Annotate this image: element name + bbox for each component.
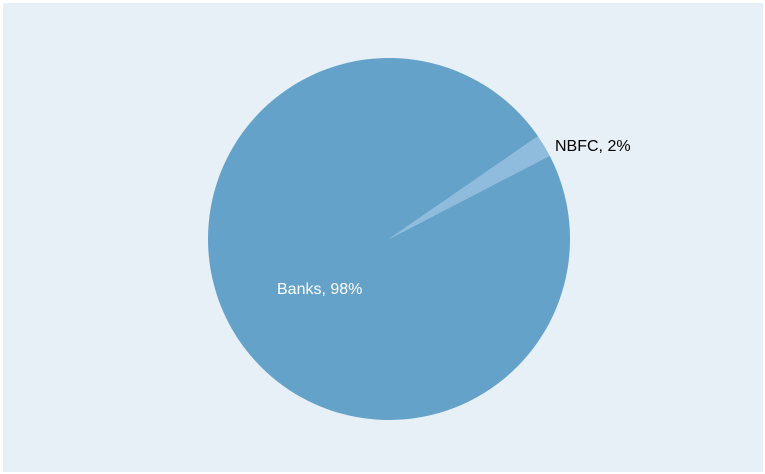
pie-slice-banks — [208, 58, 571, 421]
slice-label-nbfc: NBFC, 2% — [555, 138, 631, 155]
pie-slice-nbfc — [389, 136, 550, 239]
pie-slices — [208, 58, 571, 421]
slice-label-banks: Banks, 98% — [277, 281, 362, 298]
